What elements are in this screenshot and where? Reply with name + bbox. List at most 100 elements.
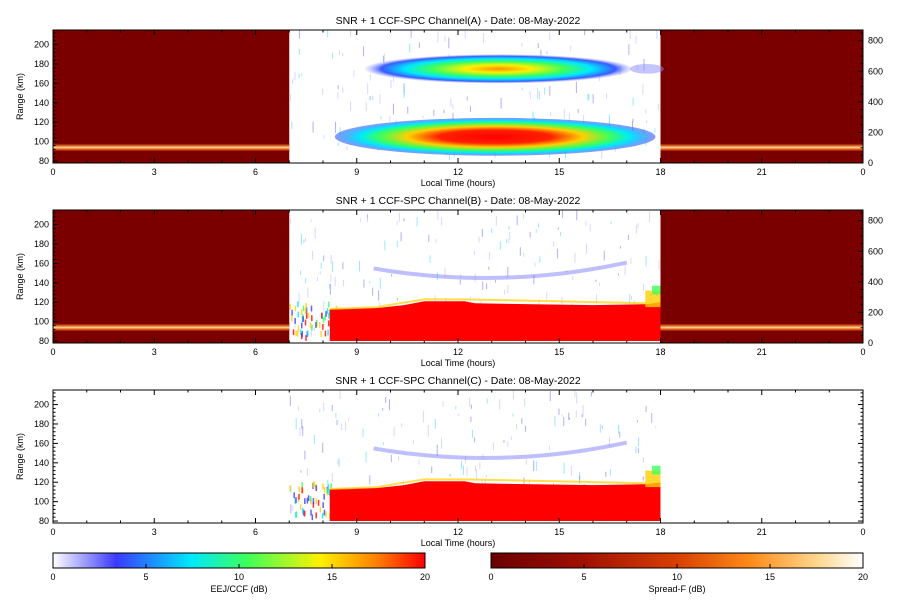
noise-streak — [603, 250, 605, 261]
noise-streak — [332, 261, 334, 273]
noise-streak — [448, 154, 450, 160]
noise-streak — [605, 471, 607, 477]
streak — [294, 305, 297, 312]
noise-streak — [508, 225, 510, 230]
streak — [295, 497, 297, 504]
noise-streak — [657, 103, 659, 111]
noise-streak — [585, 418, 587, 426]
noise-streak — [441, 217, 443, 226]
noise-streak — [435, 239, 437, 243]
y-tick-label: 180 — [34, 59, 49, 69]
noise-streak — [410, 30, 412, 38]
noise-streak — [576, 210, 578, 221]
noise-streak — [464, 30, 466, 39]
y2-tick-label: 800 — [868, 36, 883, 46]
noise-streak — [313, 434, 315, 444]
noise-streak — [549, 32, 551, 41]
noise-streak — [562, 210, 564, 219]
noise-streak — [529, 92, 531, 100]
streak — [328, 312, 330, 319]
noise-streak — [319, 408, 321, 413]
noise-streak — [458, 413, 460, 417]
noise-streak — [645, 406, 647, 413]
streak — [295, 330, 297, 337]
noise-streak — [575, 81, 577, 94]
noise-streak — [336, 419, 338, 426]
y2-tick-label: 200 — [868, 307, 883, 317]
spread-f-region — [53, 210, 290, 343]
noise-streak — [335, 412, 337, 418]
x-tick-label: 0 — [860, 347, 865, 357]
streak — [315, 322, 317, 328]
noise-streak — [507, 284, 509, 294]
noise-streak — [299, 427, 301, 437]
noise-streak — [503, 439, 505, 443]
noise-streak — [363, 279, 365, 288]
noise-streak — [298, 292, 300, 304]
streak — [328, 301, 330, 308]
x-tick-label: 9 — [354, 527, 359, 537]
noise-streak — [628, 44, 630, 55]
noise-streak — [289, 94, 291, 102]
noise-streak — [656, 30, 658, 40]
noise-streak — [335, 121, 337, 133]
edge-fringe — [329, 298, 648, 311]
noise-streak — [462, 465, 464, 475]
noise-streak — [629, 30, 631, 40]
noise-streak — [300, 270, 302, 275]
noise-streak — [466, 96, 468, 99]
noise-streak — [534, 262, 536, 267]
noise-streak — [519, 247, 521, 256]
noise-streak — [469, 397, 471, 408]
noise-streak — [537, 223, 539, 228]
noise-streak — [413, 440, 415, 444]
noise-streak — [396, 221, 398, 225]
colorbar-tick-label: 10 — [672, 572, 682, 582]
noise-streak — [403, 218, 405, 222]
noise-streak — [570, 465, 572, 477]
noise-streak — [313, 327, 315, 331]
panel-1: 0 3 6 9 12 15 18 21 0801001201401601802000200400… — [15, 15, 883, 188]
colorbar-tick-label: 20 — [420, 572, 430, 582]
noise-streak — [429, 255, 431, 263]
noise-streak — [400, 232, 402, 242]
noise-streak — [359, 218, 361, 222]
noise-streak — [568, 412, 570, 420]
streak — [299, 504, 302, 511]
noise-streak — [331, 473, 333, 483]
noise-streak — [546, 50, 548, 54]
noise-streak — [508, 238, 510, 244]
streak — [301, 507, 304, 514]
heatmap-content — [289, 390, 661, 522]
colorbar-tick-label: 10 — [234, 572, 244, 582]
streak — [295, 512, 297, 518]
streak — [298, 493, 300, 500]
streak — [315, 485, 318, 491]
noise-streak — [512, 390, 514, 400]
y-tick-label: 140 — [34, 98, 49, 108]
y-tick-label: 120 — [34, 477, 49, 487]
streak — [313, 481, 316, 488]
y-tick-label: 100 — [34, 497, 49, 507]
noise-streak — [512, 413, 514, 417]
noise-streak — [632, 118, 634, 122]
streak — [322, 483, 324, 490]
streak — [328, 309, 331, 316]
noise-streak — [627, 234, 629, 240]
noise-streak — [330, 274, 332, 283]
y-tick-label: 160 — [34, 438, 49, 448]
colorbar-label: EEJ/CCF (dB) — [210, 584, 267, 594]
streak — [301, 487, 303, 494]
noise-streak — [608, 114, 610, 126]
noise-streak — [543, 87, 545, 95]
noise-streak — [444, 267, 446, 277]
noise-streak — [592, 94, 594, 104]
x-tick-label: 12 — [453, 347, 463, 357]
noise-streak — [610, 221, 612, 225]
noise-streak — [574, 253, 576, 263]
noise-streak — [369, 475, 371, 485]
noise-streak — [396, 297, 398, 301]
y-axis-label: Range (km) — [15, 253, 25, 300]
noise-streak — [292, 78, 294, 85]
noise-streak — [349, 30, 351, 38]
